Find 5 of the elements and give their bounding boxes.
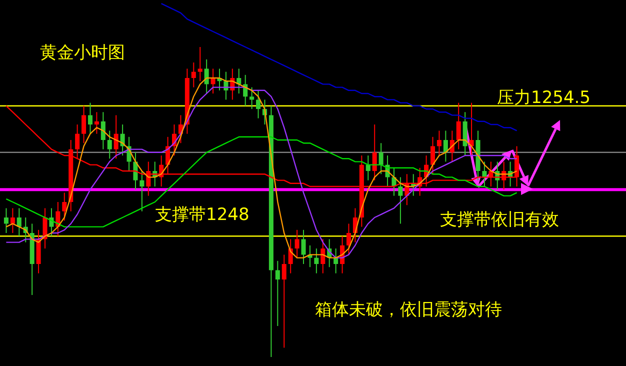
annotation: 支撑带依旧有效 xyxy=(440,210,559,230)
annotation: 支撑带1248 xyxy=(155,205,250,225)
annotation: 压力1254.5 xyxy=(497,88,590,108)
annotation: 箱体未破，依旧震荡对待 xyxy=(315,300,502,320)
chart-title: 黄金小时图 xyxy=(40,43,125,63)
